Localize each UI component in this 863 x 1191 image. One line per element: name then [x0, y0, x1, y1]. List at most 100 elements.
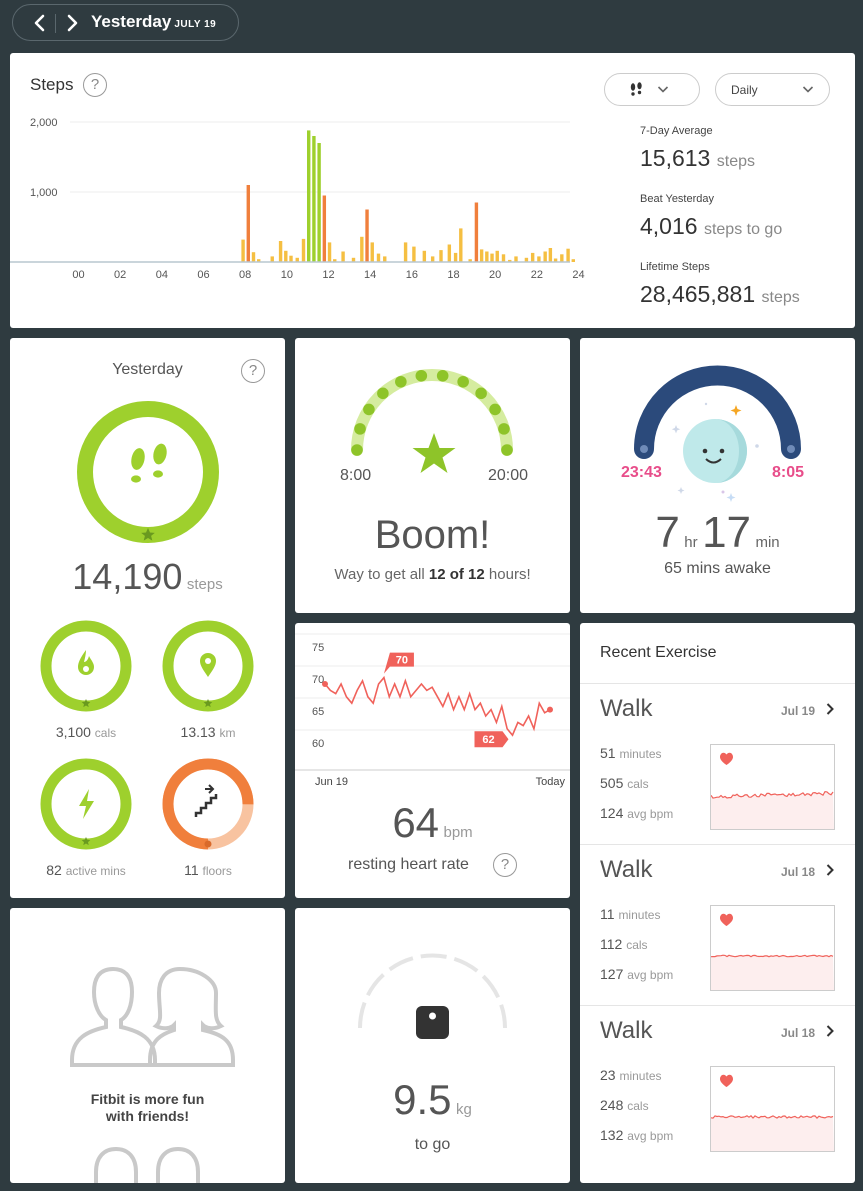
step-bar[interactable] [508, 259, 512, 262]
step-bar[interactable] [553, 258, 558, 263]
step-bar[interactable] [322, 195, 327, 263]
step-bar[interactable] [241, 239, 245, 262]
daily-steps-value: 14,190 [72, 556, 183, 597]
step-bar[interactable] [543, 251, 547, 263]
step-bar[interactable] [566, 248, 570, 262]
step-bar[interactable] [447, 244, 452, 263]
step-bar[interactable] [530, 252, 535, 262]
chevron-right-icon[interactable] [825, 1024, 835, 1038]
floors-ring[interactable] [162, 758, 254, 850]
step-bar[interactable] [365, 209, 369, 263]
exercise-item[interactable]: Walk Jul 19 51 minutes 505 cals 124 avg bpm [580, 683, 855, 844]
distance-ring[interactable] [162, 620, 254, 712]
steps-ring[interactable] [76, 400, 220, 544]
step-bar[interactable] [295, 257, 299, 262]
step-bar[interactable] [278, 241, 283, 262]
device-selector[interactable] [604, 73, 700, 106]
step-bar[interactable] [333, 259, 337, 262]
step-bar[interactable] [376, 253, 381, 262]
chevron-right-icon[interactable] [825, 702, 835, 716]
exercise-hr-sparkline [710, 1074, 834, 1151]
chevron-right-icon[interactable] [63, 13, 81, 33]
step-bar[interactable] [485, 251, 489, 263]
exercise-hr-chart[interactable] [710, 905, 835, 991]
step-bar[interactable] [284, 250, 288, 262]
step-bar[interactable] [251, 252, 256, 262]
step-bar[interactable] [270, 256, 274, 262]
exercise-bpm: 132 avg bpm [600, 1127, 673, 1143]
step-bar[interactable] [453, 252, 458, 262]
step-bar[interactable] [459, 228, 463, 262]
steps-help-icon[interactable]: ? [83, 73, 107, 97]
floors-value: 11 [184, 862, 199, 878]
exercise-bpm-value: 127 [600, 966, 624, 982]
friends-card[interactable]: Fitbit is more fun with friends! [10, 908, 285, 1183]
heart-rate-card[interactable]: 75 70 65 60 70 62 Jun 19 Today 64 bpm resting h… [295, 623, 570, 898]
step-bar[interactable] [360, 236, 364, 262]
exercise-bpm-unit: avg bpm [627, 968, 674, 982]
daily-summary-card[interactable]: Yesterday ? 14,190 steps 3,100 cals 13.1… [10, 338, 285, 898]
step-bar[interactable] [412, 246, 416, 262]
sparkle-icon [677, 487, 685, 494]
weight-card[interactable]: 9.5 kg to go [295, 908, 570, 1183]
step-bar[interactable] [301, 238, 306, 262]
step-bar[interactable] [289, 255, 293, 262]
step-bar[interactable] [548, 248, 553, 262]
chevron-right-icon[interactable] [825, 863, 835, 877]
exercise-duration-unit: minutes [619, 747, 662, 761]
step-bar[interactable] [524, 257, 529, 262]
step-bar[interactable] [312, 136, 316, 262]
hour-dot [415, 369, 428, 382]
step-bar[interactable] [514, 256, 518, 262]
weight-unit: kg [456, 1101, 472, 1118]
step-bar[interactable] [439, 250, 443, 262]
step-bar[interactable] [490, 253, 494, 262]
step-bar[interactable] [537, 256, 541, 262]
exercise-hr-chart[interactable] [710, 1066, 835, 1152]
active-minutes-ring[interactable] [40, 758, 132, 850]
step-bar[interactable] [370, 242, 374, 262]
step-bar[interactable] [560, 254, 564, 262]
hourly-message-suffix: hours! [484, 566, 531, 583]
resting-hr-label: resting heart rate [348, 856, 469, 873]
chevron-left-icon[interactable] [31, 13, 49, 33]
step-bar[interactable] [307, 130, 311, 262]
step-bar[interactable] [501, 254, 506, 262]
step-bar[interactable] [383, 256, 387, 262]
step-bar[interactable] [474, 202, 479, 263]
step-bar[interactable] [571, 259, 575, 262]
exercise-item[interactable]: Walk Jul 18 11 minutes 112 cals 127 avg bpm [580, 844, 855, 1005]
step-bar[interactable] [246, 185, 250, 262]
step-bar[interactable] [430, 256, 435, 262]
sparkle-icon [730, 405, 742, 416]
period-dropdown[interactable]: Daily [715, 73, 830, 106]
period-dropdown-value: Daily [731, 83, 758, 97]
step-bar[interactable] [422, 250, 427, 262]
sleep-card[interactable]: 23:43 8:05 7 hr 17 min 65 mins awake [580, 338, 855, 613]
moon-icon [683, 419, 747, 483]
hourly-activity-card[interactable]: 8:00 20:00 Boom! Way to get all 12 of 12… [295, 338, 570, 613]
step-bar[interactable] [317, 143, 321, 262]
step-bar[interactable] [257, 259, 261, 262]
step-bar[interactable] [341, 251, 345, 263]
calories-ring[interactable] [40, 620, 132, 712]
lifetime-unit: steps [761, 289, 800, 306]
x-tick-label: 08 [239, 269, 251, 281]
sleep-min-unit: min [755, 534, 780, 551]
heart-help-icon[interactable]: ? [493, 853, 517, 877]
exercise-hr-chart[interactable] [710, 744, 835, 830]
step-bar[interactable] [403, 242, 408, 262]
step-bar[interactable] [468, 259, 472, 262]
step-bar[interactable] [479, 249, 484, 262]
daily-help-icon[interactable]: ? [241, 359, 265, 383]
footsteps-icon [630, 82, 642, 96]
step-bar[interactable] [495, 250, 499, 262]
exercise-duration-value: 11 [600, 906, 615, 922]
exercise-hr-sparkline [710, 752, 834, 829]
step-bar[interactable] [351, 257, 356, 262]
step-bar[interactable] [327, 242, 332, 262]
exercise-item[interactable]: Walk Jul 18 23 minutes 248 cals 132 avg bpm [580, 1005, 855, 1166]
hour-dot [395, 375, 407, 388]
chevron-down-icon [802, 86, 814, 93]
friends-icon-partial [94, 1146, 200, 1183]
